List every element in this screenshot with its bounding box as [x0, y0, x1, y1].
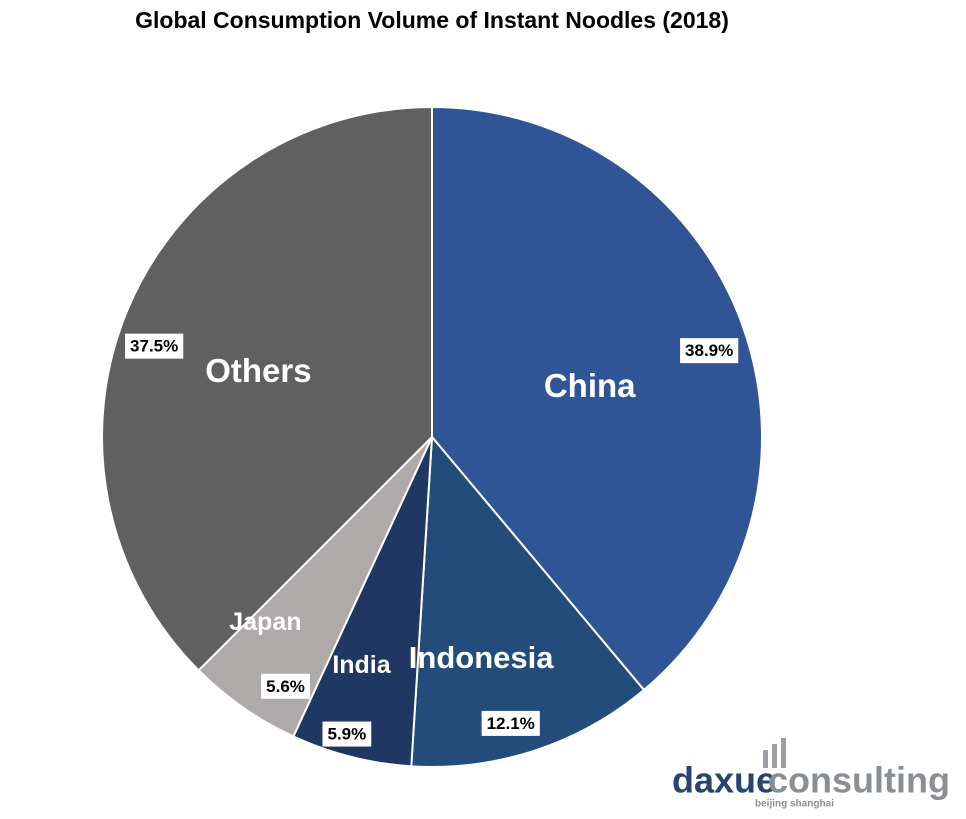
value-label: 12.1%: [481, 710, 540, 736]
value-label-text: 38.9%: [685, 341, 733, 360]
chart-title: Global Consumption Volume of Instant Noo…: [135, 7, 729, 33]
value-label-box: [680, 338, 739, 364]
value-label-box: [481, 710, 540, 736]
value-label: 38.9%: [680, 338, 739, 364]
value-label-box: [322, 721, 372, 747]
value-label-box: [261, 673, 310, 699]
pie-slice: [101, 105, 433, 672]
brand-text: daxue: [672, 760, 776, 801]
logo-bar: [763, 750, 768, 768]
value-label: 37.5%: [125, 333, 184, 359]
pie-slice: [292, 436, 433, 768]
value-label-box: [125, 333, 184, 359]
value-label-text: 5.6%: [266, 677, 305, 696]
brand-text: consulting: [768, 760, 950, 801]
slice-label: Indonesia: [409, 640, 554, 675]
pie-slice: [431, 105, 763, 692]
value-label-text: 37.5%: [130, 337, 178, 356]
brand-tagline: beijing shanghai: [755, 799, 834, 810]
slice-label: India: [332, 651, 391, 679]
watermark: daxue consulting beijing shanghai: [672, 738, 950, 810]
slice-label: Japan: [229, 608, 301, 636]
slice-label: Others: [205, 352, 311, 389]
logo-bar: [772, 744, 777, 768]
slice-label: China: [544, 367, 636, 404]
value-label: 5.9%: [322, 721, 372, 747]
value-label: 5.6%: [261, 673, 310, 699]
pie-slice: [410, 434, 646, 768]
value-label-text: 5.9%: [327, 725, 366, 744]
value-label-text: 12.1%: [487, 714, 535, 733]
logo-bar: [781, 738, 786, 768]
